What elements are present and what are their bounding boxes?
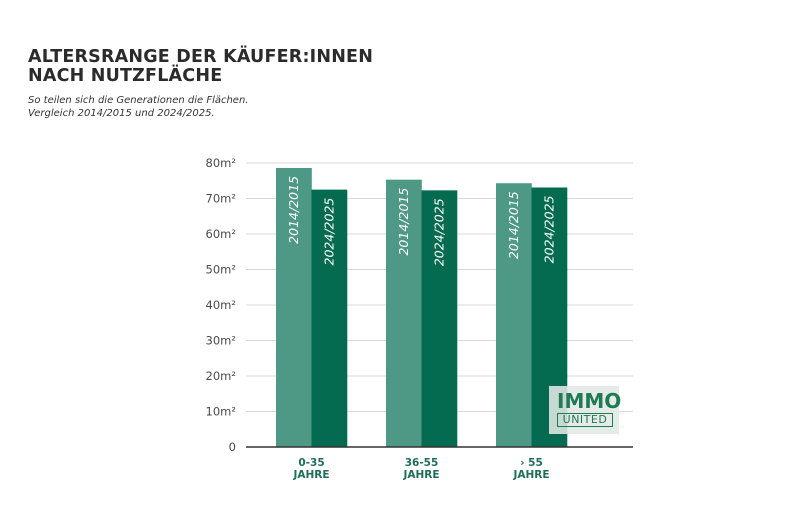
y-tick-label: 60m² bbox=[206, 227, 236, 241]
y-tick-label: 20m² bbox=[206, 369, 236, 383]
y-tick-label: 30m² bbox=[206, 334, 236, 348]
y-axis-ticks: 0 10m² 20m² 30m² 40m² 50m² 60m² 70m² 80m² bbox=[206, 156, 236, 454]
bar-2014-2015-1 bbox=[386, 179, 422, 447]
x-category-label: › 55 bbox=[520, 457, 543, 469]
y-tick-label: 70m² bbox=[206, 192, 236, 206]
x-category-label: 0-35 bbox=[298, 457, 324, 469]
bar-2014-2015-2 bbox=[496, 183, 532, 448]
bar-2014-2015-0 bbox=[276, 167, 312, 447]
chart-title-line-2: NACH NUTZFLÄCHE bbox=[28, 66, 223, 86]
chart-subtitle-line-2: Vergleich 2014/2015 und 2024/2025. bbox=[28, 108, 215, 119]
bar-series-label: 2024/2025 bbox=[431, 198, 446, 266]
bar-series-label: 2014/2015 bbox=[286, 176, 301, 244]
chart-subtitle-line-1: So teilen sich die Generationen die Fläc… bbox=[28, 95, 249, 106]
y-tick-label: 0 bbox=[229, 440, 236, 454]
y-tick-label: 40m² bbox=[206, 298, 236, 312]
bar-series-label: 2014/2015 bbox=[506, 191, 521, 259]
bar-series-label: 2024/2025 bbox=[321, 198, 336, 266]
chart-title-line-1: ALTERSRANGE DER KÄUFER:INNEN bbox=[28, 47, 374, 67]
bar-series-label: 2024/2025 bbox=[541, 195, 556, 263]
chart-title: ALTERSRANGE DER KÄUFER:INNEN NACH NUTZFL… bbox=[28, 48, 373, 86]
immo-united-logo: IMMO UNITED bbox=[549, 386, 622, 434]
bar-labels: 2014/2015 2024/2025 2014/2015 2024/2025 2014… bbox=[286, 176, 557, 266]
logo-text-immo: IMMO bbox=[557, 389, 622, 413]
y-tick-label: 10m² bbox=[206, 405, 236, 419]
bars bbox=[276, 167, 568, 448]
x-category-label: JAHRE bbox=[512, 469, 549, 481]
y-tick-label: 80m² bbox=[206, 156, 236, 170]
logo-text-united: UNITED bbox=[557, 413, 613, 427]
x-category-label: JAHRE bbox=[292, 469, 329, 481]
x-category-label: 36-55 bbox=[405, 457, 439, 469]
y-tick-label: 50m² bbox=[206, 263, 236, 277]
bar-2024-2025-1 bbox=[421, 190, 458, 447]
bar-2024-2025-0 bbox=[311, 189, 348, 447]
x-category-label: JAHRE bbox=[402, 469, 439, 481]
bar-series-label: 2014/2015 bbox=[396, 188, 411, 256]
chart-subtitle: So teilen sich die Generationen die Fläc… bbox=[28, 94, 248, 120]
